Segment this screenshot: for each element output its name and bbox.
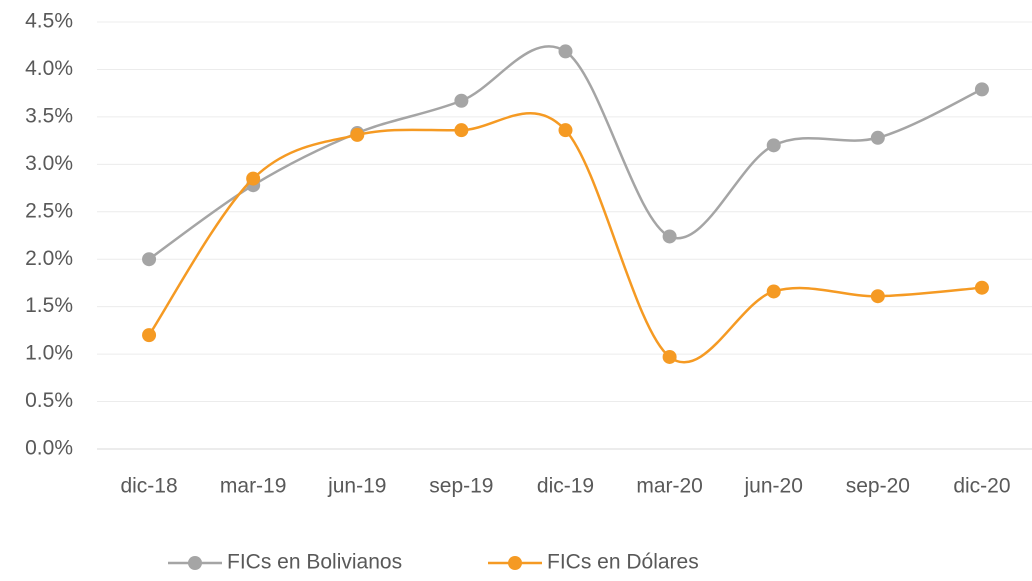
y-tick-label: 3.0% — [25, 152, 73, 175]
x-tick-label: dic-20 — [953, 475, 1010, 498]
data-point — [870, 130, 885, 145]
y-tick-label: 3.5% — [25, 104, 73, 127]
y-tick-label: 0.5% — [25, 389, 73, 412]
y-tick-label: 1.5% — [25, 294, 73, 317]
series-line — [148, 111, 983, 364]
x-tick-label: dic-18 — [120, 475, 177, 498]
data-point — [766, 284, 781, 299]
x-tick-label: mar-20 — [636, 475, 703, 498]
series-line — [148, 45, 983, 261]
y-tick-label: 4.5% — [25, 10, 73, 33]
legend-marker — [508, 556, 522, 570]
x-tick-label: mar-19 — [220, 475, 287, 498]
y-tick-label: 1.0% — [25, 342, 73, 365]
y-tick-label: 0.0% — [25, 437, 73, 460]
data-point — [454, 93, 469, 108]
data-point — [454, 123, 469, 138]
data-point — [246, 171, 261, 186]
legend-marker — [188, 556, 202, 570]
data-point — [558, 123, 573, 138]
data-point — [974, 280, 989, 295]
y-tick-label: 2.5% — [25, 199, 73, 222]
x-tick-label: dic-19 — [537, 475, 594, 498]
data-point — [558, 44, 573, 59]
x-tick-label: jun-20 — [744, 475, 803, 498]
data-point — [350, 127, 365, 142]
legend-label: FICs en Bolivianos — [227, 551, 402, 574]
y-tick-label: 2.0% — [25, 247, 73, 270]
data-point — [662, 229, 677, 244]
data-point — [974, 82, 989, 97]
data-point — [870, 289, 885, 304]
data-point — [142, 252, 157, 267]
x-tick-label: sep-20 — [846, 475, 910, 498]
data-point — [142, 328, 157, 343]
data-point — [662, 349, 677, 364]
legend-label: FICs en Dólares — [547, 551, 699, 574]
x-tick-label: jun-19 — [327, 475, 386, 498]
data-point — [766, 138, 781, 153]
x-tick-label: sep-19 — [429, 475, 493, 498]
y-tick-label: 4.0% — [25, 57, 73, 80]
